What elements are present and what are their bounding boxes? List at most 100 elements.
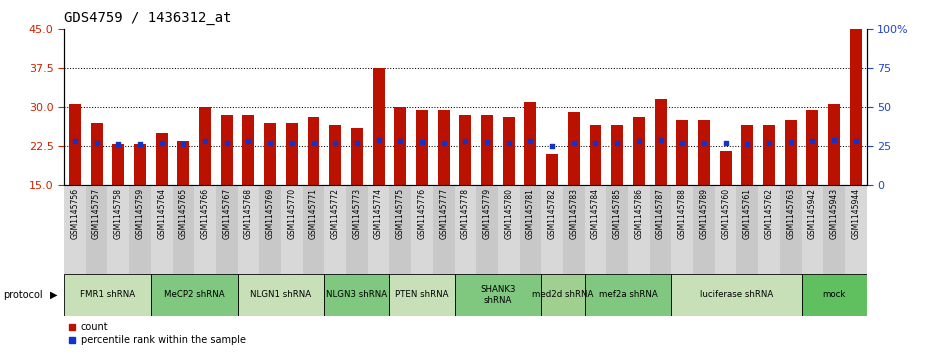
Text: GSM1145789: GSM1145789 xyxy=(700,188,708,239)
Bar xyxy=(324,274,389,316)
Bar xyxy=(611,125,624,185)
Point xyxy=(284,140,300,146)
Bar xyxy=(676,120,689,185)
Text: GSM1145767: GSM1145767 xyxy=(222,188,231,239)
Point xyxy=(111,141,126,147)
Bar xyxy=(237,274,324,316)
Bar xyxy=(546,154,558,185)
Point xyxy=(718,140,733,146)
Point xyxy=(501,140,516,146)
Bar xyxy=(330,125,341,185)
Text: GSM1145787: GSM1145787 xyxy=(656,188,665,239)
Bar xyxy=(324,185,346,274)
Bar xyxy=(237,185,259,274)
Text: GSM1145759: GSM1145759 xyxy=(136,188,144,239)
Text: GSM1145758: GSM1145758 xyxy=(114,188,122,239)
Bar xyxy=(373,68,384,185)
Point xyxy=(588,140,603,146)
Text: GSM1145774: GSM1145774 xyxy=(374,188,383,239)
Bar xyxy=(698,120,710,185)
Bar xyxy=(585,185,607,274)
Text: GSM1145786: GSM1145786 xyxy=(634,188,643,239)
Text: GSM1145779: GSM1145779 xyxy=(482,188,492,239)
Bar xyxy=(655,99,667,185)
Text: GSM1145773: GSM1145773 xyxy=(352,188,362,239)
Bar xyxy=(199,107,211,185)
Text: luciferase shRNA: luciferase shRNA xyxy=(700,290,773,299)
Bar xyxy=(107,185,129,274)
Bar xyxy=(151,274,237,316)
Text: GSM1145783: GSM1145783 xyxy=(569,188,578,239)
Point xyxy=(826,137,841,143)
Point xyxy=(176,141,191,147)
Bar xyxy=(542,274,585,316)
Point xyxy=(761,140,776,146)
Text: GSM1145772: GSM1145772 xyxy=(331,188,340,239)
Text: GSM1145775: GSM1145775 xyxy=(396,188,405,239)
Point xyxy=(241,139,256,144)
Bar xyxy=(481,115,493,185)
Text: MeCP2 shRNA: MeCP2 shRNA xyxy=(164,290,224,299)
Text: FMR1 shRNA: FMR1 shRNA xyxy=(80,290,135,299)
Point xyxy=(739,141,755,147)
Text: GSM1145780: GSM1145780 xyxy=(504,188,513,239)
Bar xyxy=(520,185,542,274)
Bar xyxy=(64,274,151,316)
Bar xyxy=(741,125,754,185)
Bar xyxy=(151,185,172,274)
Text: GSM1145761: GSM1145761 xyxy=(743,188,752,239)
Point xyxy=(393,138,408,144)
Point xyxy=(133,141,148,147)
Bar xyxy=(585,274,672,316)
Text: GSM1145768: GSM1145768 xyxy=(244,188,253,239)
Text: GDS4759 / 1436312_at: GDS4759 / 1436312_at xyxy=(64,11,232,25)
Text: GSM1145760: GSM1145760 xyxy=(722,188,730,239)
Bar xyxy=(411,185,432,274)
Bar xyxy=(112,143,124,185)
Bar xyxy=(281,185,302,274)
Bar xyxy=(134,143,146,185)
Point xyxy=(154,140,170,146)
Bar xyxy=(763,125,775,185)
Point xyxy=(89,140,105,146)
Text: GSM1145944: GSM1145944 xyxy=(852,188,860,239)
Bar xyxy=(346,185,367,274)
Bar xyxy=(351,128,363,185)
Point xyxy=(479,139,495,144)
Text: PTEN shRNA: PTEN shRNA xyxy=(396,290,448,299)
Text: med2d shRNA: med2d shRNA xyxy=(532,290,593,299)
Bar xyxy=(129,185,151,274)
Point xyxy=(371,137,386,143)
Bar xyxy=(672,185,693,274)
Bar xyxy=(216,185,237,274)
Bar xyxy=(650,185,672,274)
Point xyxy=(631,139,646,144)
Bar xyxy=(285,123,298,185)
Point xyxy=(198,138,213,143)
Text: GSM1145763: GSM1145763 xyxy=(787,188,795,239)
Text: GSM1145777: GSM1145777 xyxy=(439,188,448,239)
Legend: count, percentile rank within the sample: count, percentile rank within the sample xyxy=(69,322,246,345)
Bar xyxy=(503,118,514,185)
Bar xyxy=(432,185,454,274)
Bar xyxy=(737,185,758,274)
Bar xyxy=(220,115,233,185)
Bar xyxy=(460,115,471,185)
Bar xyxy=(498,185,520,274)
Point xyxy=(523,138,538,144)
Bar xyxy=(389,274,454,316)
Bar xyxy=(563,185,585,274)
Bar xyxy=(86,185,107,274)
Text: GSM1145765: GSM1145765 xyxy=(179,188,187,239)
Point xyxy=(436,140,451,146)
Point xyxy=(609,140,625,146)
Text: GSM1145762: GSM1145762 xyxy=(765,188,773,239)
Text: GSM1145770: GSM1145770 xyxy=(287,188,297,239)
Text: GSM1145756: GSM1145756 xyxy=(71,188,79,239)
Point xyxy=(848,139,863,144)
Text: GSM1145942: GSM1145942 xyxy=(808,188,817,239)
Bar xyxy=(633,118,645,185)
Bar xyxy=(302,185,324,274)
Text: GSM1145778: GSM1145778 xyxy=(461,188,470,239)
Text: GSM1145766: GSM1145766 xyxy=(201,188,209,239)
